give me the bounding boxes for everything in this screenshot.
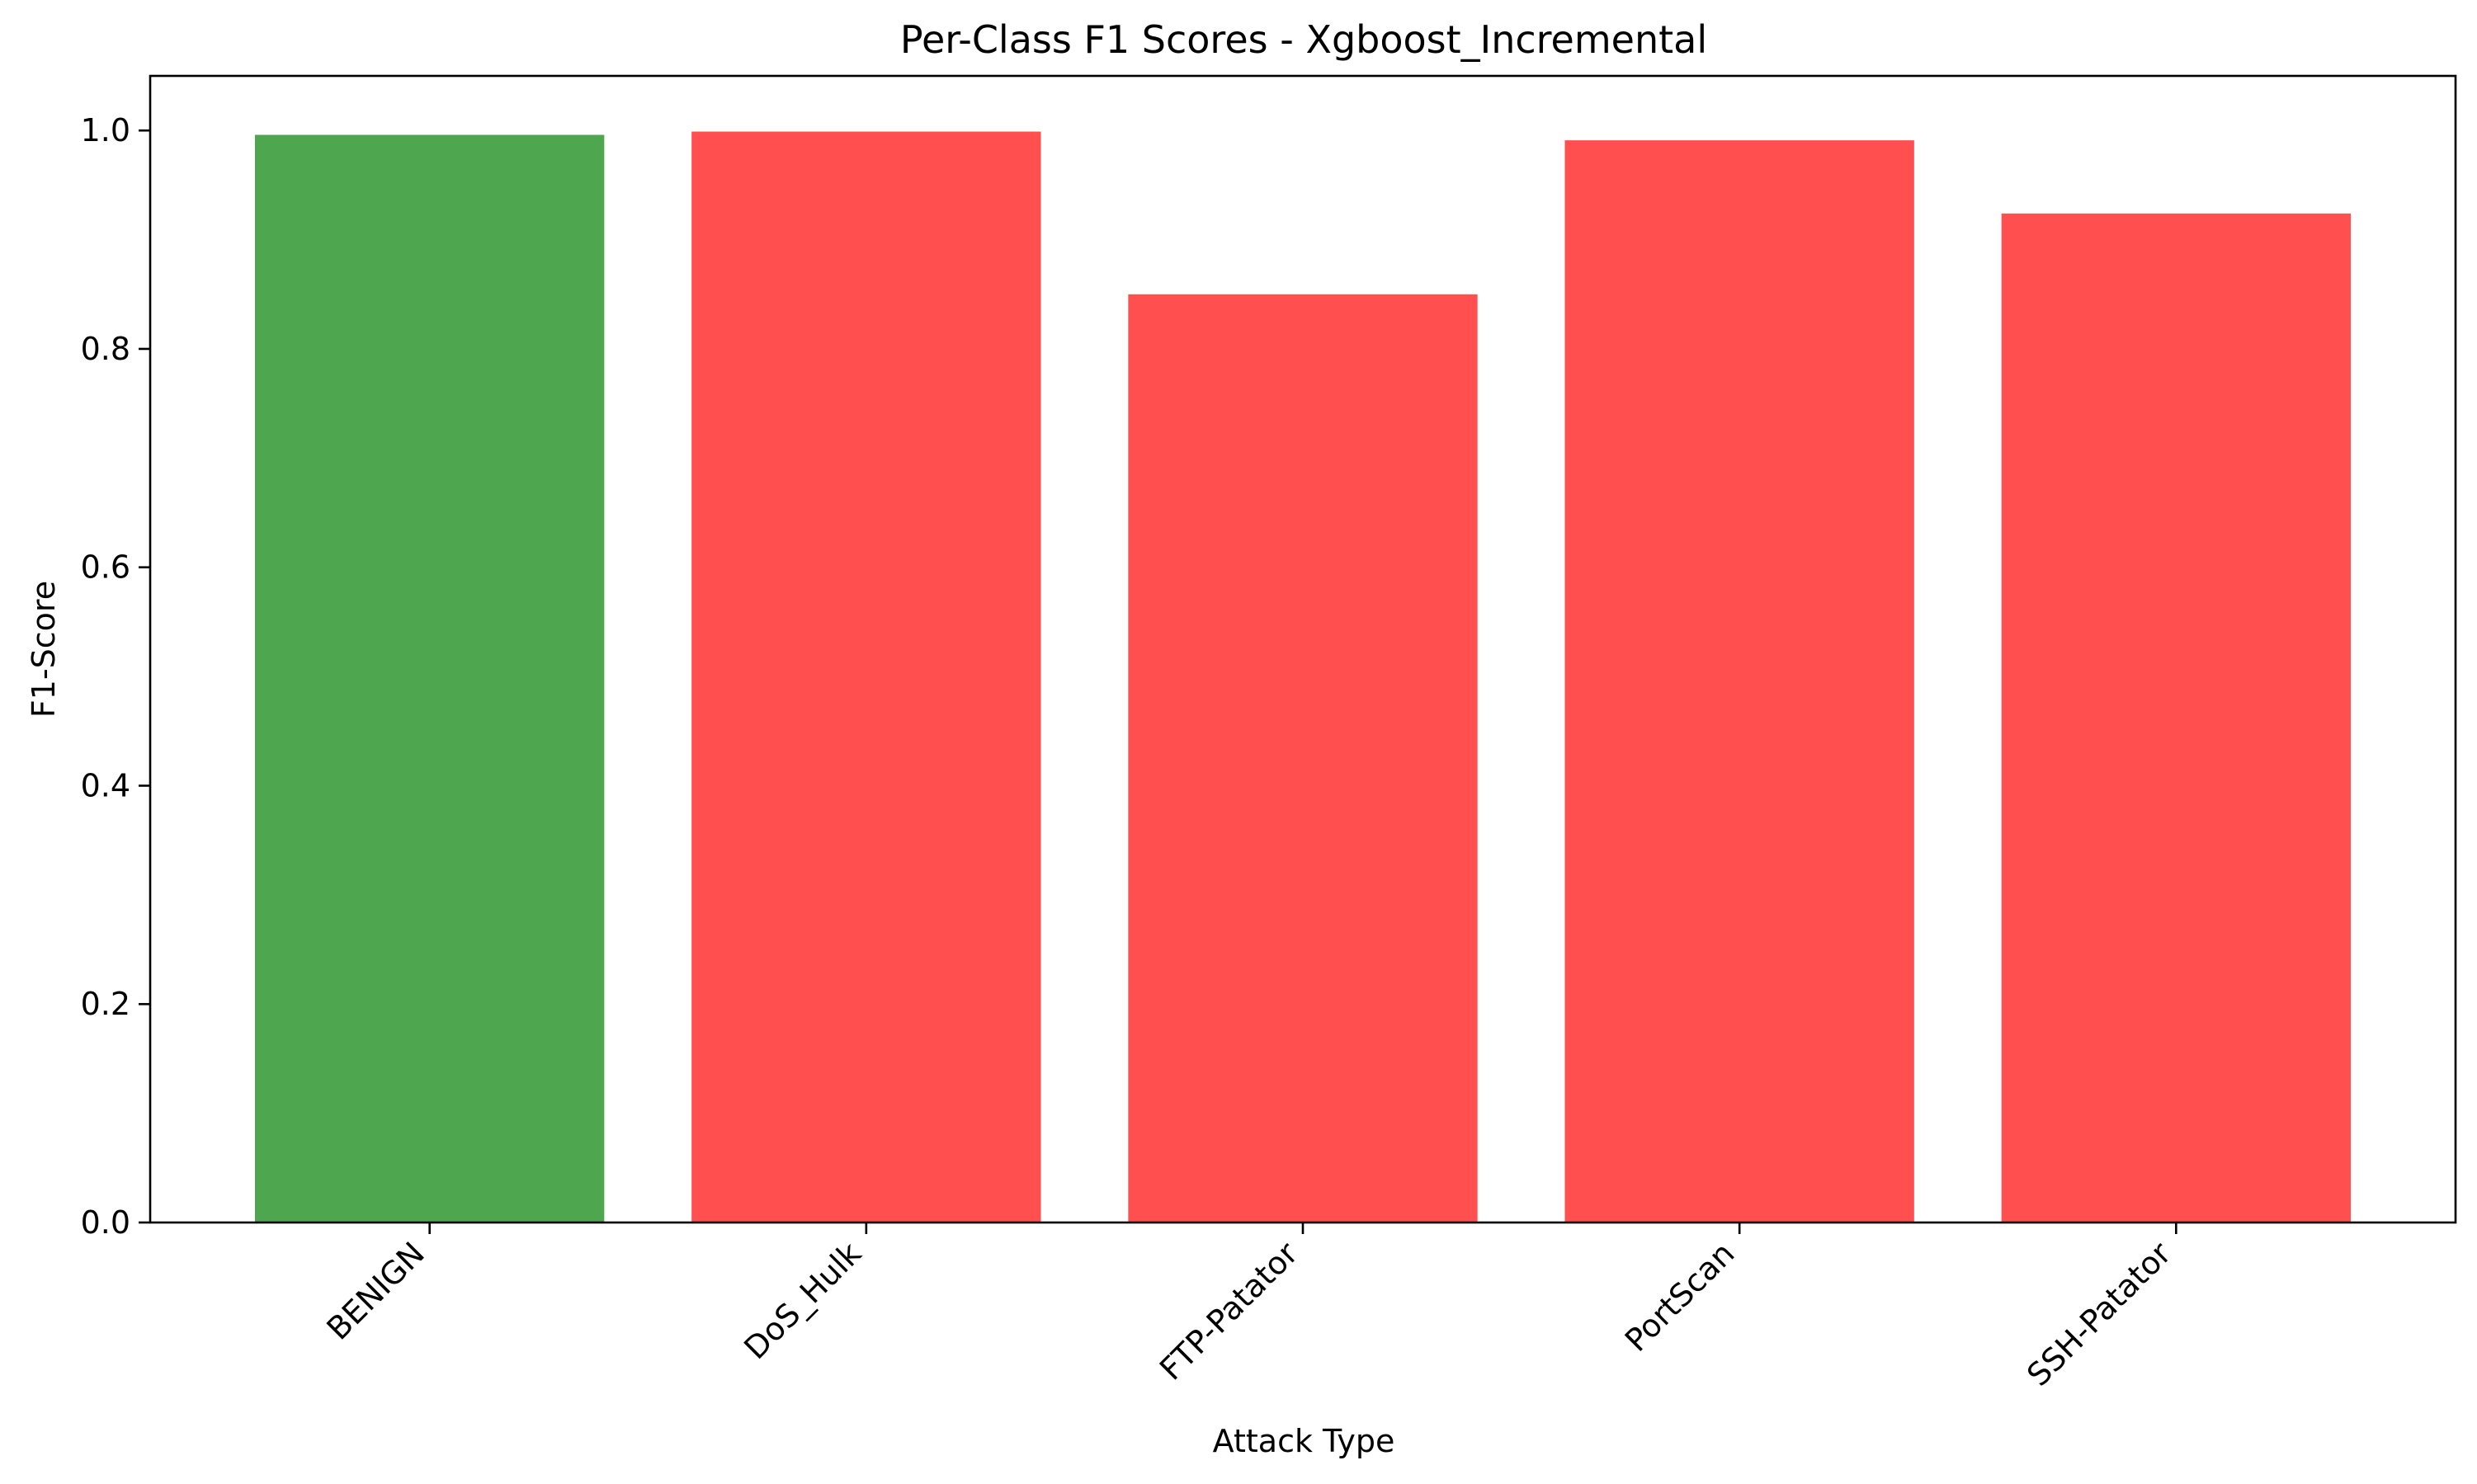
- y-axis-ticks: 0.0 0.2 0.4 0.6 0.8 1.0: [81, 112, 150, 1241]
- bar-ssh-patator: [2001, 213, 2351, 1223]
- y-tick-label: 0.6: [81, 549, 130, 586]
- bar-benign: [255, 134, 605, 1223]
- chart-title: Per-Class F1 Scores - Xgboost_Incrementa…: [900, 17, 1707, 62]
- y-tick-label: 0.8: [81, 331, 130, 367]
- bars-group: [255, 131, 2351, 1223]
- plot-area: 0.00.20.40.60.81.0 BENIGN DoS_Hulk FTP-Pat…: [81, 74, 2457, 1393]
- y-axis-label: F1-Score: [26, 581, 62, 718]
- bar-ftp-patator: [1128, 294, 1478, 1223]
- bar-portscan: [1564, 140, 1914, 1223]
- y-tick-label: 0.2: [81, 986, 130, 1022]
- x-axis-label: Attack Type: [1213, 1423, 1395, 1459]
- bar-dos-hulk: [691, 131, 1041, 1223]
- y-tick-label: 0.0: [81, 1204, 130, 1241]
- y-tick-label: 1.0: [81, 112, 130, 148]
- y-tick-label: 0.4: [81, 767, 130, 803]
